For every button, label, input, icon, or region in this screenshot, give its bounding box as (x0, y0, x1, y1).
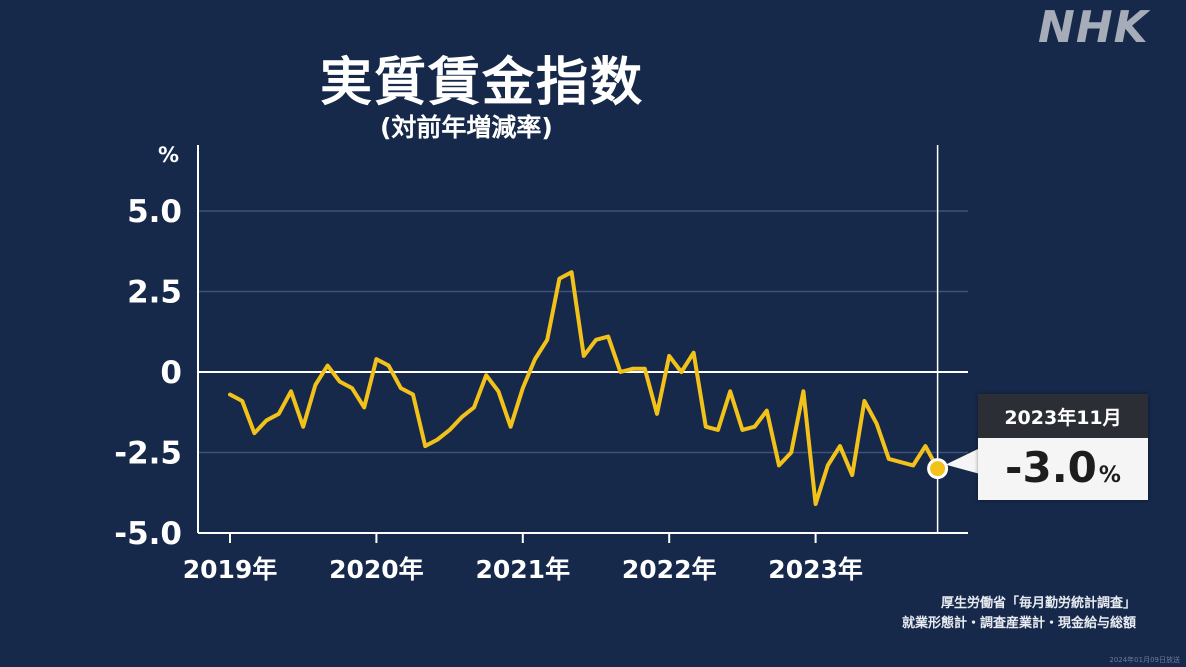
source-line-1: 厚生労働省「毎月勤労統計調査」 (940, 596, 1136, 611)
y-tick-label: -5.0 (114, 516, 182, 552)
y-tick-label: 0 (160, 355, 182, 391)
x-tick-label: 2021年 (476, 555, 571, 584)
source-line-2: 就業形態計・調査産業計・現金給与総額 (901, 616, 1136, 631)
y-tick-label: -2.5 (114, 436, 182, 472)
callout-body: -3.0 % (978, 438, 1148, 500)
nhk-logo: NHK (1038, 2, 1149, 53)
series-line (228, 270, 940, 507)
callout-pointer (945, 448, 980, 474)
callout-date: 2023年11月 (978, 394, 1148, 438)
x-tick-label: 2020年 (329, 555, 424, 584)
x-tick-label: 2022年 (622, 555, 717, 584)
y-tick-label: 2.5 (127, 275, 182, 311)
chart-title: 実質賃金指数 (320, 53, 645, 113)
source-note: 厚生労働省「毎月勤労統計調査」 就業形態計・調査産業計・現金給与総額 (902, 594, 1136, 634)
y-axis-unit: % (158, 143, 179, 167)
latest-value-callout: 2023年11月 -3.0 % (978, 394, 1148, 500)
latest-point (927, 458, 949, 480)
x-tick-label: 2023年 (768, 555, 863, 584)
fineprint: 2024年01月09日放送 (1109, 656, 1180, 664)
chart-subtitle: (対前年増減率) (380, 113, 553, 142)
callout-value: -3.0 (1005, 443, 1097, 492)
y-tick-label: 5.0 (127, 194, 182, 230)
x-tick-label: 2019年 (183, 555, 278, 584)
callout-unit: % (1098, 463, 1121, 488)
